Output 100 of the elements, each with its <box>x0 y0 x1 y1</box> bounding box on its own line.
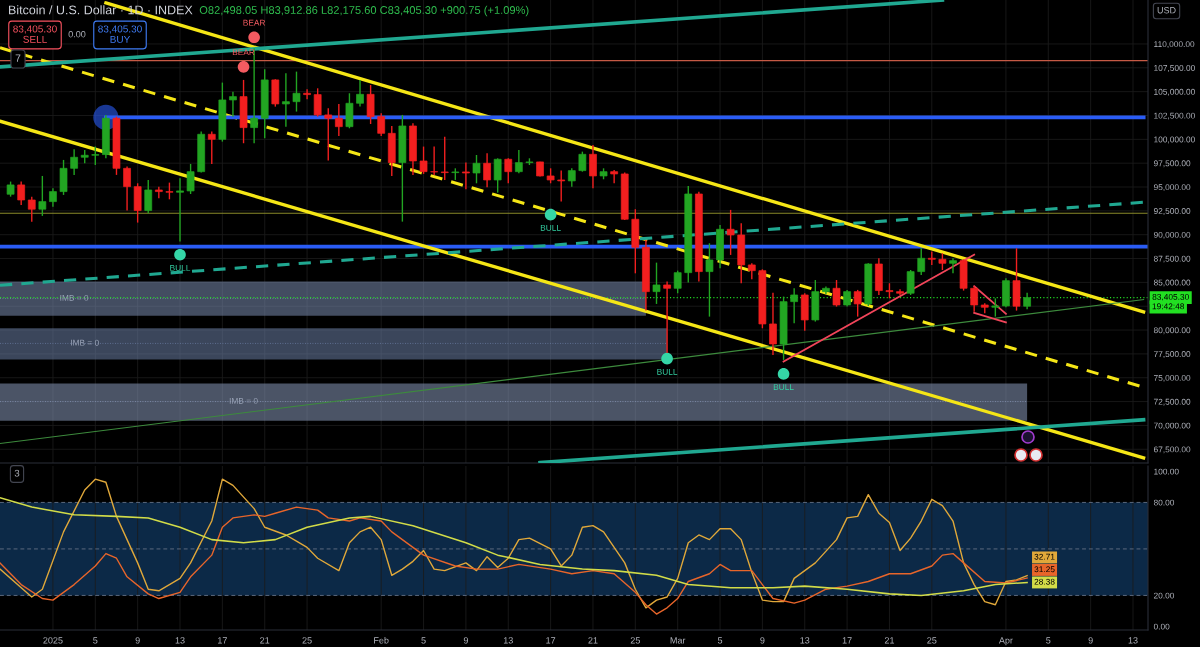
candlestick <box>366 84 375 125</box>
y-tick-label: 67,500.00 <box>1153 446 1191 454</box>
x-tick-label: 21 <box>884 637 895 644</box>
candlestick <box>419 145 428 175</box>
y-tick-label: 107,500.00 <box>1154 65 1195 72</box>
data-label: 28.38 <box>1034 578 1055 585</box>
candlestick <box>853 289 862 318</box>
point <box>661 352 673 365</box>
candlestick <box>17 180 26 206</box>
candlestick <box>144 179 153 214</box>
x-tick-label: 5 <box>717 637 723 644</box>
candlestick <box>59 159 68 196</box>
data-label: 31.25 <box>1034 566 1055 573</box>
x-tick-label: 21 <box>260 637 270 644</box>
annotation: BEAR <box>243 19 266 26</box>
x-tick-label: 13 <box>800 637 810 644</box>
point <box>777 368 790 380</box>
candlestick <box>345 92 354 129</box>
candlestick <box>154 185 163 199</box>
y-tick-label: 105,000.00 <box>1154 88 1195 96</box>
annotation: BULL <box>657 368 678 375</box>
x-tick-label: 21 <box>588 637 598 644</box>
y-tick-label: 77,500.00 <box>1153 351 1191 358</box>
y-tick-label: 95,000.00 <box>1153 184 1191 192</box>
candlestick <box>324 107 333 162</box>
y-tick-label: 100.00 <box>1154 468 1179 475</box>
y-tick-label: 102,500.00 <box>1154 112 1195 120</box>
candlestick <box>515 149 523 174</box>
x-tick-label: 5 <box>93 637 98 644</box>
annotation: IMB = 0 <box>60 294 89 301</box>
x-tick-label: Apr <box>998 637 1013 646</box>
y-tick-label: 110,000.00 <box>1154 41 1195 49</box>
point <box>237 61 250 73</box>
candlestick <box>769 292 777 356</box>
candlestick <box>176 177 184 243</box>
candlestick <box>567 167 576 188</box>
candlestick <box>504 157 513 184</box>
x-tick-label: 5 <box>1046 637 1051 644</box>
x-tick-label: 9 <box>135 637 140 644</box>
candlestick <box>303 88 311 100</box>
point <box>174 248 186 261</box>
point <box>544 208 557 221</box>
x-tick-label: 17 <box>218 637 227 644</box>
candlestick <box>70 148 78 176</box>
candlestick <box>377 112 386 137</box>
annotation: 83,405.30 BUY <box>98 25 142 43</box>
line-series <box>0 478 1028 609</box>
point <box>248 31 260 44</box>
candlestick <box>292 70 301 113</box>
x-tick-label: 2025 <box>43 637 63 644</box>
x-tick-label: 13 <box>1128 637 1138 644</box>
candlestick <box>991 297 1000 318</box>
candlestick <box>229 90 237 118</box>
x-tick-label: 17 <box>546 637 556 644</box>
candlestick <box>578 150 587 173</box>
candlestick <box>356 79 364 108</box>
candlestick <box>38 175 47 217</box>
x-tick-label: 9 <box>463 637 468 644</box>
candlestick <box>673 269 682 294</box>
candlestick <box>123 165 131 212</box>
line-series <box>0 506 1028 615</box>
x-tick-label: 9 <box>760 637 765 644</box>
candlestick <box>949 257 957 275</box>
candlestick <box>917 247 926 276</box>
annotation: 83,405.30 SELL <box>13 25 57 43</box>
x-tick-label: 17 <box>842 637 852 644</box>
candlestick <box>207 130 216 165</box>
candlestick <box>472 154 481 184</box>
candlestick <box>493 157 502 194</box>
x-tick-label: 13 <box>175 637 185 644</box>
candlestick <box>557 169 566 203</box>
candlestick <box>27 195 36 223</box>
text: 19:42:48 <box>1152 303 1185 310</box>
annotation: IMB = 0 <box>71 339 99 346</box>
text: USD <box>1157 7 1176 14</box>
annotation: BULL <box>773 384 794 391</box>
annotation: BULL <box>540 224 561 231</box>
candlestick <box>49 187 57 208</box>
candlestick <box>430 145 438 176</box>
x-tick-label: 25 <box>630 637 640 644</box>
x-tick-label: Mar <box>670 637 686 644</box>
y-tick-label: 80.00 <box>1153 499 1175 506</box>
chart-subtitle: O82,498.05 H83,912.86 L82,175.60 C83,405.30 +900.75 (+1.09%) <box>199 5 529 17</box>
annotation: 7 <box>15 54 21 62</box>
annotation: 3 <box>14 469 20 477</box>
ref-line-label: 83,405.30 <box>1152 293 1189 301</box>
y-tick-label: 92,500.00 <box>1153 208 1191 215</box>
y-tick-label: 70,000.00 <box>1153 422 1191 430</box>
line-series <box>0 497 1028 597</box>
x-tick-label: 5 <box>421 637 426 644</box>
candlestick <box>927 250 936 266</box>
y-tick-label: 90,000.00 <box>1153 231 1191 239</box>
candlestick <box>133 182 142 224</box>
candlestick <box>186 163 195 195</box>
candlestick <box>832 279 841 308</box>
candlestick <box>483 152 491 188</box>
candlestick <box>790 287 798 324</box>
y-tick-label: 87,500.00 <box>1153 255 1191 263</box>
annotation: 0.00 <box>68 31 86 38</box>
candlestick <box>610 169 618 184</box>
